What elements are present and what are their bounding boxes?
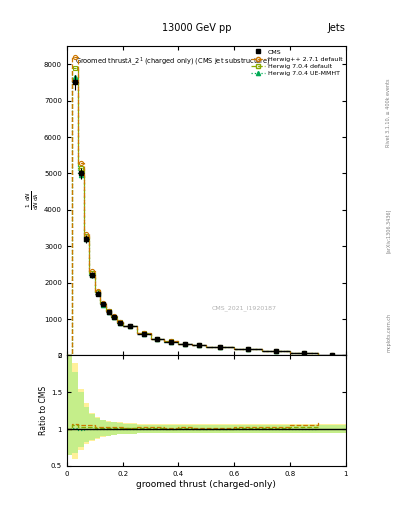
Text: Jets: Jets [328,23,346,33]
Text: Rivet 3.1.10, ≥ 400k events: Rivet 3.1.10, ≥ 400k events [386,78,391,147]
Text: 13000 GeV pp: 13000 GeV pp [162,23,231,33]
Text: mcplots.cern.ch: mcplots.cern.ch [386,313,391,352]
Text: [arXiv:1306.3436]: [arXiv:1306.3436] [386,208,391,252]
X-axis label: groomed thrust (charged-only): groomed thrust (charged-only) [136,480,276,488]
Y-axis label: Ratio to CMS: Ratio to CMS [39,386,48,435]
Text: CMS_2021_I1920187: CMS_2021_I1920187 [212,305,277,311]
Legend: CMS, Herwig++ 2.7.1 default, Herwig 7.0.4 default, Herwig 7.0.4 UE-MMHT: CMS, Herwig++ 2.7.1 default, Herwig 7.0.… [251,49,343,76]
Y-axis label: $\frac{1}{\mathrm{d}N} \frac{\mathrm{d}N}{\mathrm{d}\lambda}$: $\frac{1}{\mathrm{d}N} \frac{\mathrm{d}N… [25,191,41,210]
Text: Groomed thrust$\lambda\_2^1$ (charged only) (CMS jet substructure): Groomed thrust$\lambda\_2^1$ (charged on… [75,55,271,68]
